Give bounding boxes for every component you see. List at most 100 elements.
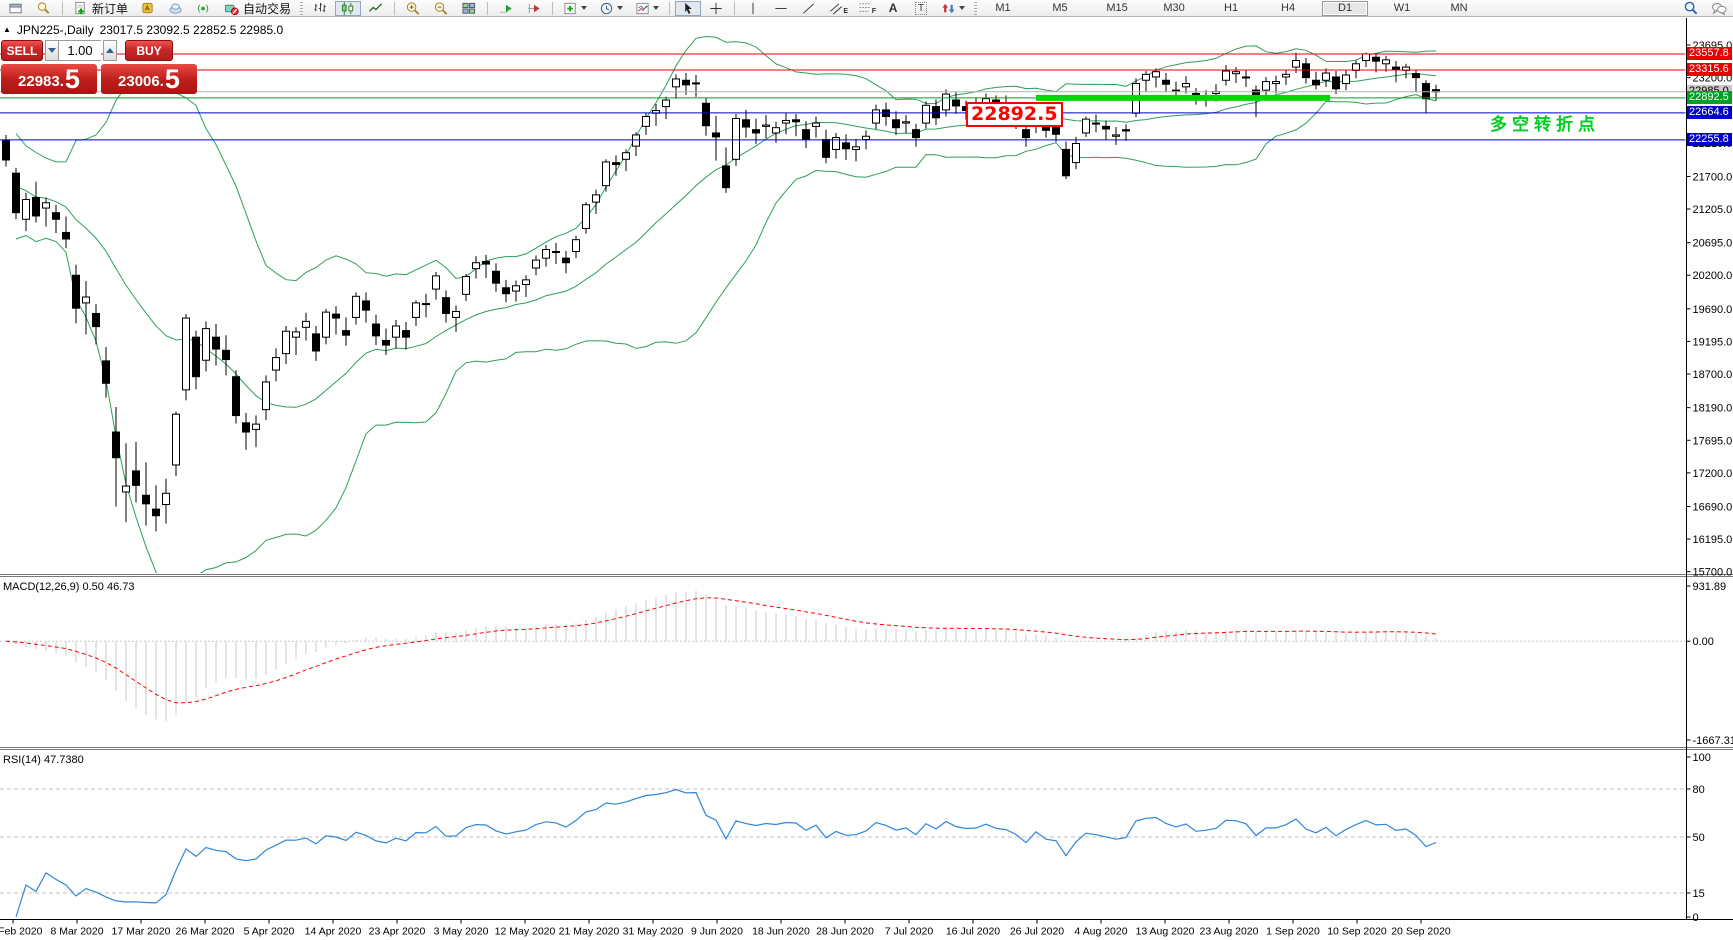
arrows-button[interactable] (936, 1, 970, 16)
sell-price[interactable]: 22983. 5 (1, 64, 97, 94)
templates-icon (635, 1, 651, 16)
rsi-values: 47.7380 (43, 754, 84, 766)
price-axis-tick: 21700.0 (1693, 171, 1733, 183)
fibonacci-retracement-icon (857, 1, 873, 16)
symbol-marker-icon: ▲ (3, 25, 11, 34)
spinner-down-icon (48, 48, 56, 53)
date-axis-label: 12 May 2020 (495, 926, 556, 938)
crosshair-button[interactable] (703, 1, 729, 16)
volume-decrease-button[interactable] (45, 40, 59, 61)
timeframe-button-w1[interactable]: W1 (1379, 1, 1425, 16)
new-chart-button[interactable] (3, 1, 29, 16)
timeframe-button-h1[interactable]: H1 (1208, 1, 1254, 16)
buy-price[interactable]: 23006. 5 (101, 64, 197, 94)
date-axis-label: 27 Feb 2020 (0, 926, 43, 938)
signals-button[interactable] (191, 1, 217, 16)
toolbar-separator (669, 1, 671, 15)
price-axis-tick: 17695.0 (1693, 435, 1733, 447)
zoom-in-icon (405, 1, 421, 16)
chat-icon (1711, 1, 1727, 16)
timeframe-button-m15[interactable]: M15 (1094, 1, 1140, 16)
timeframe-button-m5[interactable]: M5 (1037, 1, 1083, 16)
rsi-axis-tick: 15 (1693, 888, 1705, 900)
market-watch-icon (36, 1, 52, 16)
chevron-down-icon (959, 6, 966, 10)
price-axis-tick: 19690.0 (1693, 304, 1733, 316)
tile-windows-button[interactable] (456, 1, 482, 16)
zoom-in-button[interactable] (400, 1, 426, 16)
cursor-icon (680, 1, 696, 16)
new-chart-icon (8, 1, 24, 16)
autotrading-icon (224, 1, 240, 16)
toolbar-separator (734, 1, 736, 15)
trend-note-text: 多空转折点 (1490, 115, 1600, 135)
date-axis-label: 5 Apr 2020 (244, 926, 295, 938)
price-axis-tick: 15700.0 (1693, 567, 1733, 579)
macd-signal-line (5, 597, 1437, 704)
price-axis-tick: 20695.0 (1693, 238, 1733, 250)
toolbar-separator (552, 1, 554, 15)
terminal-button[interactable] (163, 1, 189, 16)
chart-ohlc-values: 23017.5 23092.5 22852.5 22985.0 (99, 23, 284, 37)
toolbar-separator (394, 1, 396, 15)
timeframe-button-h4[interactable]: H4 (1265, 1, 1311, 16)
market-watch-button[interactable] (31, 1, 57, 16)
date-axis-label: 21 May 2020 (559, 926, 620, 938)
timeframe-button-m1[interactable]: M1 (980, 1, 1026, 16)
trendline-button[interactable] (796, 1, 822, 16)
autotrading-button[interactable]: 自动交易 (219, 1, 296, 16)
chart-bars-button[interactable] (307, 1, 333, 16)
metaeditor-button[interactable] (135, 1, 161, 16)
rsi-line (15, 788, 1437, 918)
zoom-out-button[interactable] (428, 1, 454, 16)
price-axis-tick: 20200.0 (1693, 270, 1733, 282)
chart-shift-icon (526, 1, 542, 16)
timeframe-button-m30[interactable]: M30 (1151, 1, 1197, 16)
price-axis-tick: 19195.0 (1693, 336, 1733, 348)
timeframe-button-d1[interactable]: D1 (1322, 0, 1369, 16)
date-axis-label: 17 Mar 2020 (112, 926, 171, 938)
chart-title: ▲ JPN225-,Daily 23017.5 23092.5 22852.5 … (3, 23, 283, 37)
date-axis-label: 18 Jun 2020 (752, 926, 810, 938)
date-axis-label: 7 Jul 2020 (885, 926, 934, 938)
volume-increase-button[interactable] (103, 40, 117, 61)
indicators-list-button[interactable] (558, 1, 592, 16)
rsi-indicator-label: RSI(14) 47.7380 (3, 754, 84, 766)
zoom-out-icon (433, 1, 449, 16)
templates-button[interactable] (630, 1, 664, 16)
chart-canvas[interactable]: 23695.023200.022705.022210.021700.021205… (0, 18, 1733, 940)
new-order-button[interactable]: 新订单 (68, 1, 133, 16)
date-axis-label: 20 Sep 2020 (1391, 926, 1451, 938)
date-axis-label: 31 May 2020 (623, 926, 684, 938)
date-axis-label: 16 Jul 2020 (946, 926, 1000, 938)
search-button[interactable] (1678, 1, 1704, 16)
toolbar-drag-handle (974, 1, 978, 15)
chevron-down-icon (653, 6, 660, 10)
timeframe-button-mn[interactable]: MN (1436, 1, 1482, 16)
price-alert-box[interactable]: 22892.5 (966, 102, 1063, 127)
buy-button[interactable]: BUY (125, 40, 173, 61)
macd-axis-tick: -1667.31 (1693, 735, 1733, 747)
text-button[interactable]: A (880, 1, 906, 16)
chat-button[interactable] (1706, 1, 1732, 16)
cursor-button[interactable] (675, 0, 702, 16)
chart-shift-button[interactable] (521, 1, 547, 16)
text-label-button[interactable]: T (908, 1, 934, 16)
date-axis-label: 10 Sep 2020 (1327, 926, 1387, 938)
signals-icon (196, 1, 212, 16)
chart-line-button[interactable] (363, 1, 389, 16)
equidistant-channel-button[interactable]: E (824, 1, 850, 16)
auto-scroll-button[interactable] (493, 1, 519, 16)
volume-input[interactable] (59, 40, 101, 61)
vertical-line-button[interactable] (740, 1, 766, 16)
horizontal-line-button[interactable] (768, 1, 794, 16)
metaeditor-icon (140, 1, 156, 16)
periods-button[interactable] (594, 1, 628, 16)
text-label-icon: T (914, 1, 928, 15)
price-axis-tick: 16195.0 (1693, 534, 1733, 546)
chart-candles-button[interactable] (335, 0, 362, 16)
fibonacci-retracement-button[interactable]: F (852, 1, 878, 16)
chart-bars-icon (312, 1, 328, 16)
sell-button[interactable]: SELL (1, 40, 43, 61)
